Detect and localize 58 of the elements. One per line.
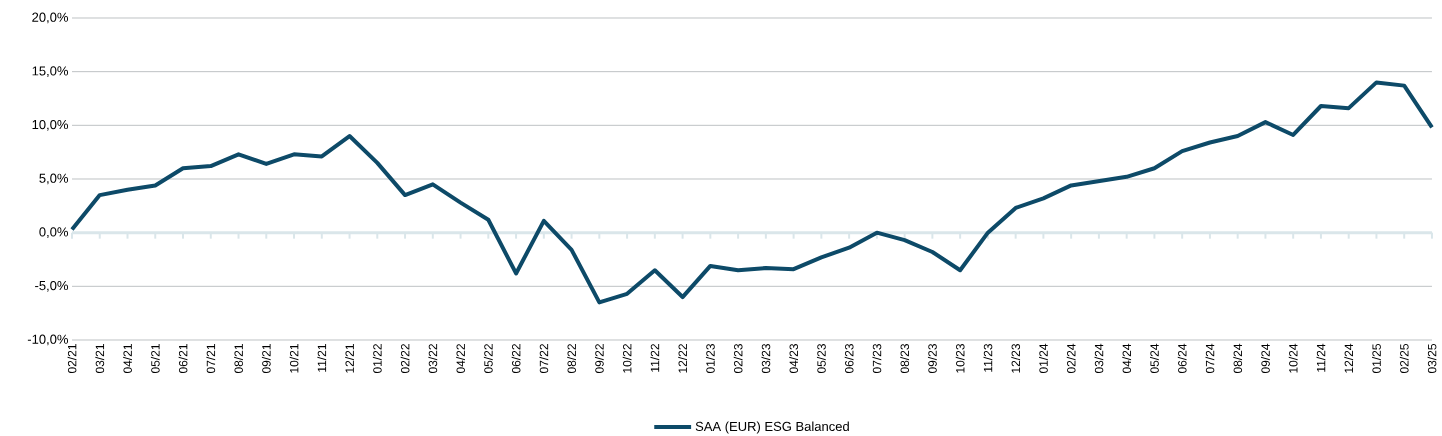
x-tick-label: 07/21 [206, 343, 216, 373]
x-tick-label: 01/22 [372, 343, 382, 373]
x-tick-label: 04/24 [1122, 343, 1132, 373]
x-tick-label: 10/23 [955, 343, 965, 373]
x-tick-label: 08/23 [900, 343, 910, 373]
x-tick-label: 12/22 [678, 343, 688, 373]
x-tick-label: 10/24 [1288, 343, 1298, 373]
y-tick-label: 15,0% [32, 66, 69, 77]
y-tick-label: -5,0% [35, 280, 69, 292]
x-tick-label: 03/22 [428, 343, 438, 373]
y-tick-label: 10,0% [32, 119, 69, 131]
x-tick-label: 01/23 [705, 343, 715, 373]
y-tick-label: -10,0% [27, 334, 69, 346]
x-tick-label: 03/25 [1427, 343, 1437, 373]
x-tick-label: 05/21 [150, 343, 160, 373]
x-tick-label: 02/25 [1399, 343, 1409, 373]
x-tick-label: 04/21 [123, 343, 132, 373]
x-tick-label: 09/21 [261, 343, 271, 373]
x-tick-label: 11/23 [983, 343, 993, 372]
x-tick-label: 11/21 [317, 343, 327, 372]
x-tick-label: 02/22 [400, 343, 410, 373]
x-tick-label: 11/24 [1316, 343, 1326, 372]
x-tick-label: 09/22 [594, 343, 604, 373]
y-tick-label: 0,0% [39, 227, 69, 238]
y-tick-label: 20,0% [32, 12, 69, 24]
x-tick-label: 08/21 [234, 343, 243, 373]
x-tick-label: 06/24 [1177, 343, 1187, 373]
x-tick-label: 07/24 [1205, 343, 1215, 373]
x-tick-label: 08/24 [1233, 343, 1243, 373]
x-tick-label: 08/22 [567, 343, 576, 373]
x-tick-label: 12/23 [1011, 343, 1021, 373]
x-tick-label: 01/24 [1038, 343, 1048, 373]
x-tick-label: 04/23 [789, 343, 799, 373]
x-tick-label: 12/21 [345, 343, 354, 373]
x-tick-label: 03/21 [95, 343, 105, 373]
x-tick-label: 02/24 [1066, 343, 1076, 373]
x-tick-label: 10/21 [289, 343, 299, 373]
x-tick-label: 11/22 [650, 343, 660, 372]
x-tick-label: 02/21 [67, 343, 77, 373]
x-tick-label: 12/24 [1344, 343, 1354, 373]
x-tick-label: 10/22 [622, 343, 632, 373]
y-tick-label: 5,0% [39, 173, 69, 185]
x-tick-label: 06/23 [844, 343, 854, 373]
x-tick-label: 03/24 [1094, 343, 1104, 373]
x-tick-label: 09/23 [927, 343, 937, 373]
x-tick-label: 04/22 [456, 343, 465, 373]
x-tick-label: 01/25 [1372, 343, 1381, 373]
x-tick-label: 03/23 [761, 343, 771, 373]
x-tick-label: 02/23 [733, 343, 743, 373]
x-tick-label: 05/24 [1150, 343, 1159, 373]
x-tick-label: 05/22 [483, 343, 493, 373]
x-tick-label: 07/22 [539, 343, 549, 373]
legend-label: SAA (EUR) ESG Balanced [695, 421, 849, 434]
x-tick-label: 05/23 [816, 343, 826, 373]
x-tick-label: 09/24 [1261, 343, 1270, 373]
x-tick-label: 06/21 [178, 343, 188, 373]
x-tick-label: 06/22 [511, 343, 521, 373]
x-tick-label: 07/23 [872, 343, 882, 373]
